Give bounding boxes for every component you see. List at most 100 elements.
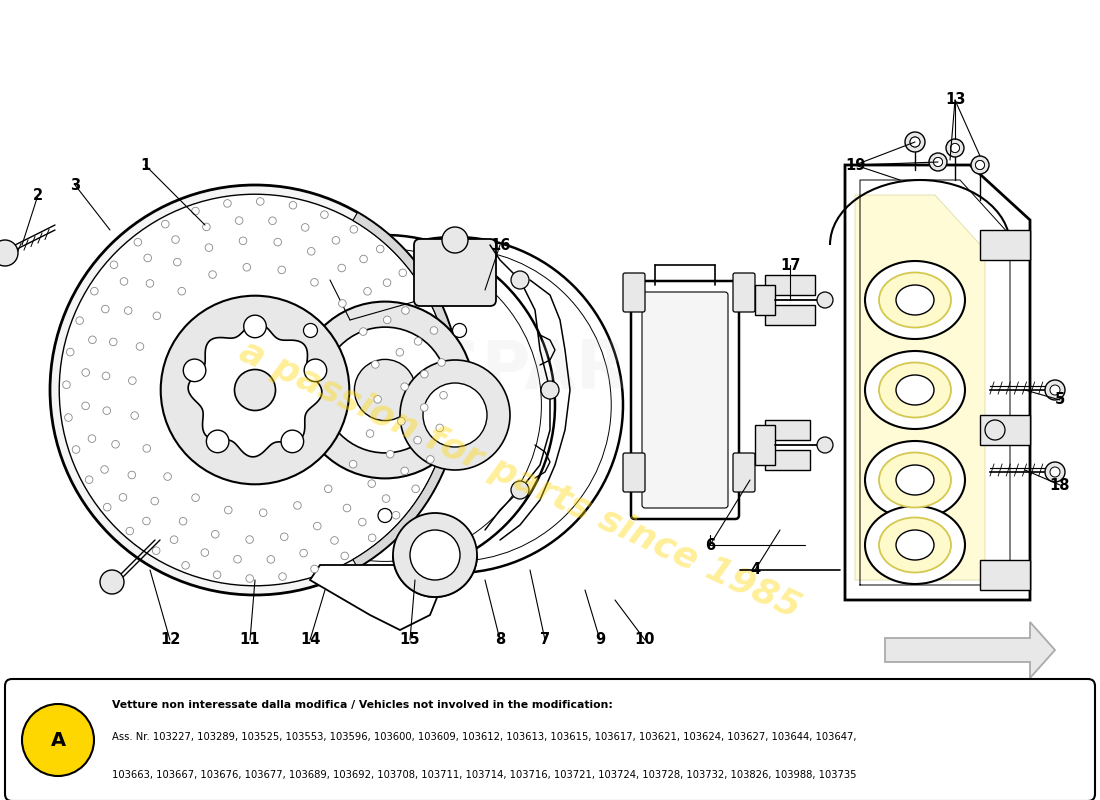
- Circle shape: [66, 348, 74, 356]
- Circle shape: [143, 445, 151, 452]
- Circle shape: [374, 395, 382, 403]
- Circle shape: [512, 271, 529, 289]
- Bar: [1050, 465, 1062, 479]
- Ellipse shape: [865, 506, 965, 584]
- Circle shape: [984, 420, 1005, 440]
- Circle shape: [386, 450, 394, 458]
- Polygon shape: [764, 275, 815, 295]
- Circle shape: [202, 223, 210, 230]
- Circle shape: [905, 132, 925, 152]
- Polygon shape: [845, 165, 1030, 600]
- Circle shape: [324, 485, 332, 493]
- Circle shape: [397, 418, 405, 425]
- Circle shape: [383, 279, 390, 286]
- Circle shape: [331, 537, 339, 544]
- Polygon shape: [755, 285, 775, 315]
- Circle shape: [151, 498, 158, 505]
- Circle shape: [424, 383, 487, 447]
- Circle shape: [179, 518, 187, 525]
- Circle shape: [332, 237, 340, 244]
- Polygon shape: [980, 560, 1030, 590]
- Text: 17: 17: [780, 258, 800, 273]
- Text: 6: 6: [705, 538, 715, 553]
- Circle shape: [239, 237, 246, 245]
- Circle shape: [90, 287, 98, 295]
- Circle shape: [223, 200, 231, 207]
- Circle shape: [178, 287, 186, 295]
- Circle shape: [376, 245, 384, 253]
- Ellipse shape: [896, 375, 934, 405]
- Circle shape: [81, 402, 89, 410]
- FancyBboxPatch shape: [631, 281, 739, 519]
- Text: 8: 8: [495, 633, 505, 647]
- Circle shape: [350, 226, 358, 233]
- Circle shape: [1050, 385, 1060, 395]
- Circle shape: [153, 547, 159, 554]
- Circle shape: [817, 292, 833, 308]
- Text: 9: 9: [595, 633, 605, 647]
- Circle shape: [63, 381, 70, 389]
- Circle shape: [410, 530, 460, 580]
- Circle shape: [541, 381, 559, 399]
- Circle shape: [287, 237, 623, 573]
- Circle shape: [294, 502, 301, 510]
- Circle shape: [430, 326, 438, 334]
- Polygon shape: [980, 230, 1030, 260]
- Ellipse shape: [865, 351, 965, 429]
- Circle shape: [910, 137, 920, 147]
- Polygon shape: [310, 565, 450, 630]
- Circle shape: [367, 480, 375, 487]
- Circle shape: [110, 261, 118, 269]
- Circle shape: [86, 476, 92, 483]
- Circle shape: [100, 570, 124, 594]
- FancyBboxPatch shape: [733, 273, 755, 312]
- Text: 12: 12: [160, 633, 180, 647]
- Circle shape: [274, 238, 282, 246]
- Circle shape: [191, 494, 199, 502]
- Text: Vetture non interessate dalla modifica / Vehicles not involved in the modificati: Vetture non interessate dalla modifica /…: [112, 700, 613, 710]
- Circle shape: [213, 571, 221, 578]
- Circle shape: [209, 270, 217, 278]
- Circle shape: [112, 441, 119, 448]
- Circle shape: [267, 556, 275, 563]
- FancyBboxPatch shape: [733, 453, 755, 492]
- Circle shape: [393, 513, 477, 597]
- Text: 18: 18: [1049, 478, 1070, 493]
- Circle shape: [278, 573, 286, 580]
- Circle shape: [101, 466, 109, 474]
- Circle shape: [164, 473, 172, 480]
- Ellipse shape: [879, 453, 952, 507]
- Circle shape: [976, 161, 984, 170]
- Circle shape: [378, 509, 392, 522]
- Circle shape: [1045, 462, 1065, 482]
- Circle shape: [950, 143, 959, 153]
- Circle shape: [110, 338, 117, 346]
- Text: 103663, 103667, 103676, 103677, 103689, 103692, 103708, 103711, 103714, 103716, : 103663, 103667, 103676, 103677, 103689, …: [112, 770, 857, 780]
- Circle shape: [354, 359, 416, 421]
- Circle shape: [360, 328, 367, 335]
- Circle shape: [102, 372, 110, 380]
- Circle shape: [976, 161, 984, 170]
- Circle shape: [174, 258, 182, 266]
- Text: 2: 2: [33, 187, 43, 202]
- Circle shape: [278, 266, 286, 274]
- Circle shape: [338, 264, 345, 272]
- Circle shape: [101, 306, 109, 313]
- Ellipse shape: [896, 285, 934, 315]
- Circle shape: [124, 306, 132, 314]
- Circle shape: [304, 323, 318, 338]
- Circle shape: [191, 207, 199, 215]
- Circle shape: [65, 414, 73, 422]
- Text: 14: 14: [300, 633, 320, 647]
- Circle shape: [314, 522, 321, 530]
- Circle shape: [103, 503, 111, 511]
- Circle shape: [359, 518, 366, 526]
- Circle shape: [205, 244, 212, 251]
- Circle shape: [207, 430, 229, 453]
- Polygon shape: [353, 213, 460, 567]
- Circle shape: [299, 249, 612, 562]
- Circle shape: [399, 269, 407, 277]
- Circle shape: [442, 227, 468, 253]
- Circle shape: [131, 412, 139, 419]
- Circle shape: [393, 511, 399, 519]
